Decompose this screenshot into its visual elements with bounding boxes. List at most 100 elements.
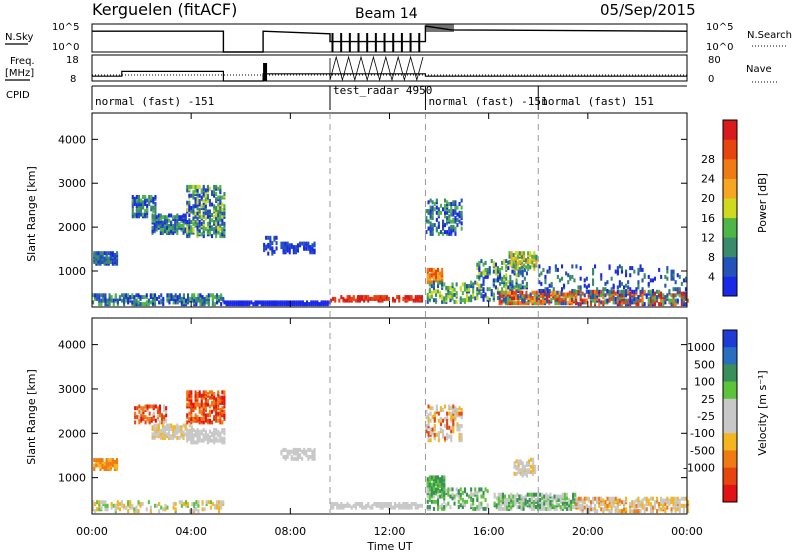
- velocity-echo: [416, 503, 419, 508]
- velocity-echo: [631, 509, 634, 514]
- power-echo: [451, 292, 454, 297]
- power-echo: [558, 290, 561, 295]
- power-echo: [506, 290, 509, 295]
- velocity-echo: [190, 399, 193, 404]
- velocity-echo: [512, 499, 515, 504]
- time-tick-4: 16:00: [473, 525, 505, 538]
- velocity-echo: [216, 503, 219, 508]
- power-echo: [152, 196, 155, 201]
- power-echo: [564, 297, 567, 302]
- power-echo: [211, 202, 214, 207]
- power-echo: [116, 261, 119, 266]
- power-echo: [246, 300, 249, 305]
- velocity-echo: [104, 507, 107, 512]
- power-echo: [531, 263, 534, 268]
- velocity-echo: [518, 494, 521, 499]
- power-echo: [531, 260, 534, 264]
- power-echo: [147, 302, 150, 307]
- power-echo: [288, 246, 291, 251]
- power-echo: [660, 302, 663, 307]
- power-echo: [103, 256, 106, 261]
- velocity-echo: [465, 492, 468, 497]
- power-echo: [222, 296, 225, 301]
- velocity-echo: [396, 503, 399, 508]
- velocity-echo: [178, 500, 181, 505]
- power-echo: [432, 285, 435, 290]
- power-echo: [180, 296, 183, 301]
- power-echo: [514, 251, 517, 256]
- power-echo: [505, 273, 508, 278]
- power-echo: [137, 214, 140, 219]
- velocity-echo: [470, 498, 473, 502]
- power-echo: [579, 302, 582, 307]
- velocity-echo: [458, 436, 461, 441]
- power-echo: [273, 249, 276, 254]
- velocity-echo: [432, 486, 435, 491]
- power-echo: [215, 213, 218, 217]
- power-echo: [560, 301, 563, 306]
- velocity-echo: [521, 466, 524, 471]
- velocity-echo: [202, 433, 205, 438]
- velocity-echo: [137, 509, 140, 514]
- power-echo: [432, 298, 435, 303]
- power-echo: [499, 273, 502, 278]
- power-echo: [161, 215, 164, 220]
- velocity-echo: [208, 390, 211, 395]
- power-echo: [455, 299, 458, 304]
- velocity-echo: [394, 502, 397, 506]
- power-echo: [670, 302, 673, 307]
- power-echo: [631, 289, 634, 294]
- velocity-echo: [213, 436, 216, 441]
- velocity-echo: [211, 502, 214, 506]
- velocity-echo: [186, 402, 189, 407]
- power-echo: [660, 274, 663, 279]
- velocity-echo: [495, 496, 498, 501]
- power-echo: [548, 269, 551, 274]
- power-echo: [544, 290, 547, 295]
- velocity-echo: [579, 507, 582, 512]
- power-echo: [354, 298, 357, 303]
- power-echo: [676, 289, 679, 294]
- velocity-colorbar-cell-7: [723, 450, 737, 468]
- power-echo: [116, 251, 119, 256]
- power-echo: [213, 295, 216, 300]
- power-echo: [668, 289, 671, 293]
- velocity-echo: [620, 500, 623, 505]
- velocity-echo: [166, 432, 169, 437]
- power-echo: [295, 300, 298, 305]
- velocity-echo: [449, 505, 452, 510]
- velocity-echo: [575, 502, 578, 506]
- velocity-echo: [105, 458, 108, 463]
- velocity-echo: [610, 505, 613, 510]
- power-echo: [147, 298, 150, 303]
- power-echo: [504, 290, 507, 295]
- velocity-echo: [432, 475, 435, 480]
- power-echo: [131, 210, 134, 215]
- power-echo: [501, 266, 504, 271]
- velocity-echo: [204, 390, 207, 395]
- velocity-echo: [165, 413, 168, 418]
- power-echo: [641, 278, 644, 283]
- power-echo: [174, 225, 177, 230]
- power-echo: [271, 241, 274, 246]
- velocity-echo: [292, 456, 295, 461]
- power-echo: [439, 203, 442, 208]
- power-echo: [525, 258, 528, 263]
- power-echo: [592, 278, 595, 283]
- power-echo: [433, 223, 436, 228]
- velocity-echo: [426, 505, 429, 510]
- power-echo: [496, 290, 499, 295]
- power-echo: [552, 287, 555, 292]
- velocity-echo: [604, 500, 607, 505]
- power-echo: [187, 296, 190, 301]
- power-echo: [153, 227, 156, 232]
- power-echo: [521, 273, 524, 278]
- power-echo: [95, 251, 98, 256]
- velocity-echo: [520, 499, 523, 504]
- power-echo: [163, 218, 166, 223]
- power-echo: [223, 221, 226, 226]
- velocity-echo: [284, 447, 287, 452]
- power-echo: [111, 251, 114, 256]
- velocity-echo: [221, 428, 224, 432]
- power-echo: [455, 291, 458, 296]
